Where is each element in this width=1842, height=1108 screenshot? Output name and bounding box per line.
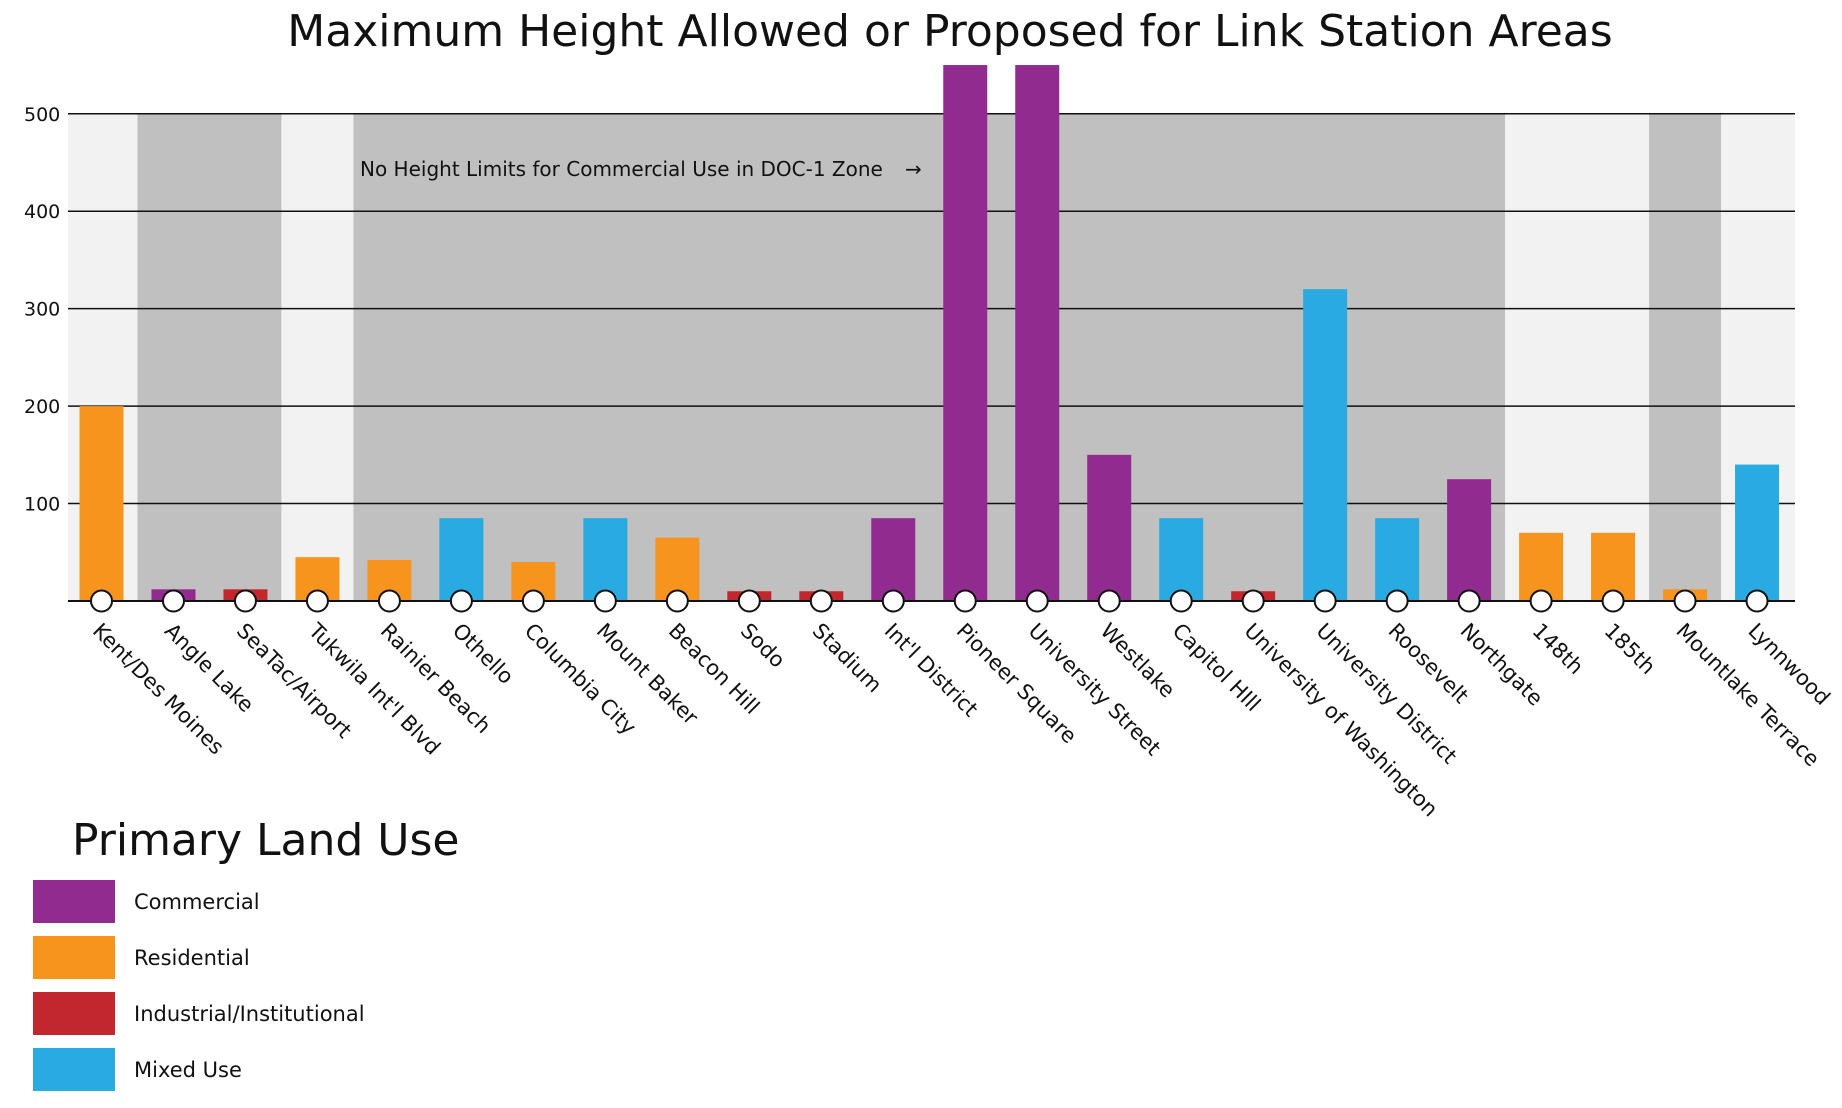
station-label: 185th bbox=[1600, 619, 1661, 680]
y-tick-label: 400 bbox=[24, 201, 60, 223]
annotation-label: No Height Limits for Commercial Use in D… bbox=[360, 157, 883, 181]
station-label: University District bbox=[1312, 619, 1462, 769]
bar bbox=[943, 65, 988, 601]
station-marker-icon bbox=[449, 589, 473, 613]
station-marker-icon bbox=[377, 589, 401, 613]
bar bbox=[1375, 518, 1420, 601]
background-bands bbox=[68, 113, 1795, 601]
station-marker-icon bbox=[161, 589, 185, 613]
bar bbox=[1735, 464, 1780, 601]
station-marker-icon bbox=[1529, 589, 1553, 613]
station-marker-icon bbox=[665, 589, 689, 613]
station-marker-icon bbox=[593, 589, 617, 613]
station-marker-icon bbox=[1097, 589, 1121, 613]
station-marker-icon bbox=[305, 589, 329, 613]
legend-swatch bbox=[33, 1048, 115, 1091]
legend-label: Residential bbox=[134, 946, 250, 970]
legend: Primary Land Use Commercial Residential In… bbox=[33, 815, 460, 1091]
station-marker-icon bbox=[881, 589, 905, 613]
legend-label: Mixed Use bbox=[134, 1058, 242, 1082]
background-band-dark bbox=[1649, 113, 1722, 601]
station-label: Kent/Des Moines bbox=[88, 619, 229, 760]
bar bbox=[1303, 289, 1348, 601]
legend-swatch bbox=[33, 992, 115, 1035]
station-marker-icon bbox=[1601, 589, 1625, 613]
bars bbox=[79, 65, 1780, 601]
legend-title: Primary Land Use bbox=[72, 815, 460, 866]
station-label: Stadium bbox=[808, 619, 887, 698]
station-marker-icon bbox=[737, 589, 761, 613]
gridlines bbox=[68, 113, 1795, 505]
station-label: Sodo bbox=[736, 619, 790, 673]
bar bbox=[1159, 518, 1204, 601]
station-label: University Street bbox=[1024, 619, 1166, 761]
station-label: Pioneer Square bbox=[952, 619, 1082, 749]
station-marker-icon bbox=[1313, 589, 1337, 613]
y-tick-labels: 100 200 300 400 500 bbox=[24, 104, 60, 516]
station-marker-icon bbox=[1673, 589, 1697, 613]
background-band-dark bbox=[137, 113, 282, 601]
station-marker-icon bbox=[809, 589, 833, 613]
station-marker-icon bbox=[1169, 589, 1193, 613]
legend-swatch bbox=[33, 880, 115, 923]
legend-label: Commercial bbox=[134, 890, 260, 914]
bar bbox=[439, 518, 484, 601]
y-tick-label: 200 bbox=[24, 396, 60, 418]
station-label: Tukwila Int'l Blvd bbox=[303, 618, 445, 760]
bar bbox=[1015, 65, 1060, 601]
annotation: No Height Limits for Commercial Use in D… bbox=[360, 157, 922, 181]
arrow-right-icon: → bbox=[905, 157, 922, 181]
station-label: 148th bbox=[1528, 619, 1589, 680]
bar bbox=[871, 518, 916, 601]
station-markers bbox=[90, 589, 1769, 613]
legend-swatch bbox=[33, 936, 115, 979]
bar bbox=[1087, 454, 1132, 601]
y-tick-label: 300 bbox=[24, 299, 60, 321]
station-marker-icon bbox=[521, 589, 545, 613]
station-marker-icon bbox=[953, 589, 977, 613]
station-marker-icon bbox=[1385, 589, 1409, 613]
y-tick-label: 100 bbox=[24, 494, 60, 516]
station-marker-icon bbox=[90, 589, 113, 613]
station-label: Othello bbox=[448, 619, 518, 689]
station-marker-icon bbox=[1745, 589, 1769, 613]
y-tick-label: 500 bbox=[24, 104, 60, 126]
bar bbox=[583, 518, 628, 601]
background-band-light bbox=[1505, 113, 1650, 601]
station-label: Mountlake Terrace bbox=[1672, 619, 1825, 772]
bar bbox=[1447, 479, 1492, 601]
station-marker-icon bbox=[233, 589, 257, 613]
station-marker-icon bbox=[1241, 589, 1265, 613]
background-band-light bbox=[281, 113, 354, 601]
legend-label: Industrial/Institutional bbox=[134, 1002, 365, 1026]
station-marker-icon bbox=[1025, 589, 1049, 613]
bar bbox=[79, 406, 124, 601]
station-marker-icon bbox=[1457, 589, 1481, 613]
chart-title: Maximum Height Allowed or Proposed for L… bbox=[287, 6, 1612, 57]
